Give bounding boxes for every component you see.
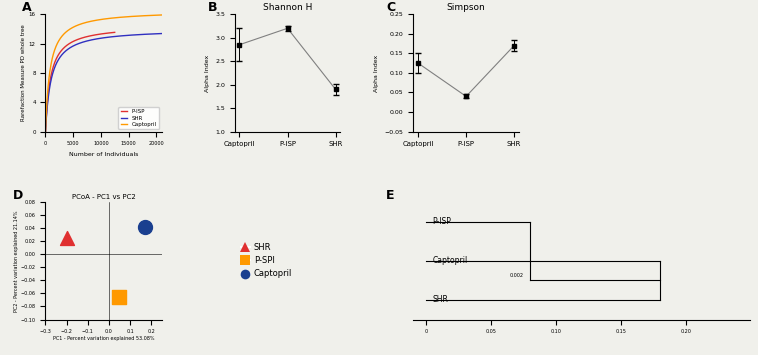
Text: P-ISP: P-ISP (433, 217, 452, 226)
Point (114, 294, 126, 300)
Y-axis label: Alpha Index: Alpha Index (205, 54, 209, 92)
Text: D: D (13, 189, 23, 202)
Line: P-ISP: P-ISP (45, 32, 114, 132)
Y-axis label: PC2 - Percent variation explained 21.14%: PC2 - Percent variation explained 21.14% (14, 210, 20, 312)
Line: SHR: SHR (45, 34, 161, 132)
P-ISP (108, 31, 117, 35)
Title: PCoA - PC1 vs PC2: PCoA - PC1 vs PC2 (72, 194, 136, 200)
Legend: P-ISP, SHR, Captopril: P-ISP, SHR, Captopril (118, 107, 159, 129)
Y-axis label: Rarefaction Measure PD whole tree: Rarefaction Measure PD whole tree (21, 24, 26, 121)
Text: SHR: SHR (433, 295, 449, 305)
Point (61, 235, 73, 241)
SHR (41, 130, 50, 134)
X-axis label: PC1 - Percent variation explained 53.08%: PC1 - Percent variation explained 53.08% (53, 335, 155, 340)
Text: E: E (387, 189, 395, 202)
P-ISP (78, 36, 87, 40)
P-ISP (110, 30, 119, 34)
Text: Captopril: Captopril (433, 256, 468, 265)
SHR (136, 32, 146, 37)
SHR (157, 32, 166, 36)
Text: C: C (387, 1, 396, 14)
Captopril (136, 14, 146, 18)
Captopril (104, 16, 113, 21)
Title: Simpson: Simpson (446, 3, 485, 12)
Point (139, 224, 151, 230)
SHR (155, 32, 164, 36)
SHR (110, 34, 119, 39)
Captopril (96, 17, 105, 22)
SHR (104, 35, 113, 39)
P-ISP (41, 130, 50, 134)
Captopril (41, 130, 50, 134)
P-ISP (82, 34, 91, 39)
P-ISP (74, 37, 83, 41)
Legend: SHR, P-SPI, Captopril: SHR, P-SPI, Captopril (239, 241, 295, 281)
SHR (97, 36, 106, 40)
Text: B: B (208, 1, 218, 14)
Title: Shannon H: Shannon H (263, 3, 312, 12)
Text: 0.002: 0.002 (509, 273, 524, 278)
Text: A: A (22, 1, 32, 14)
Captopril (97, 17, 106, 22)
Captopril (155, 13, 164, 17)
X-axis label: Number of Individuals: Number of Individuals (69, 152, 138, 157)
Captopril (157, 13, 166, 17)
Line: Captopril: Captopril (45, 15, 161, 132)
P-ISP (98, 32, 107, 36)
P-ISP (74, 37, 83, 41)
Captopril (110, 16, 119, 20)
SHR (96, 36, 105, 40)
Y-axis label: Alpha Index: Alpha Index (374, 54, 379, 92)
